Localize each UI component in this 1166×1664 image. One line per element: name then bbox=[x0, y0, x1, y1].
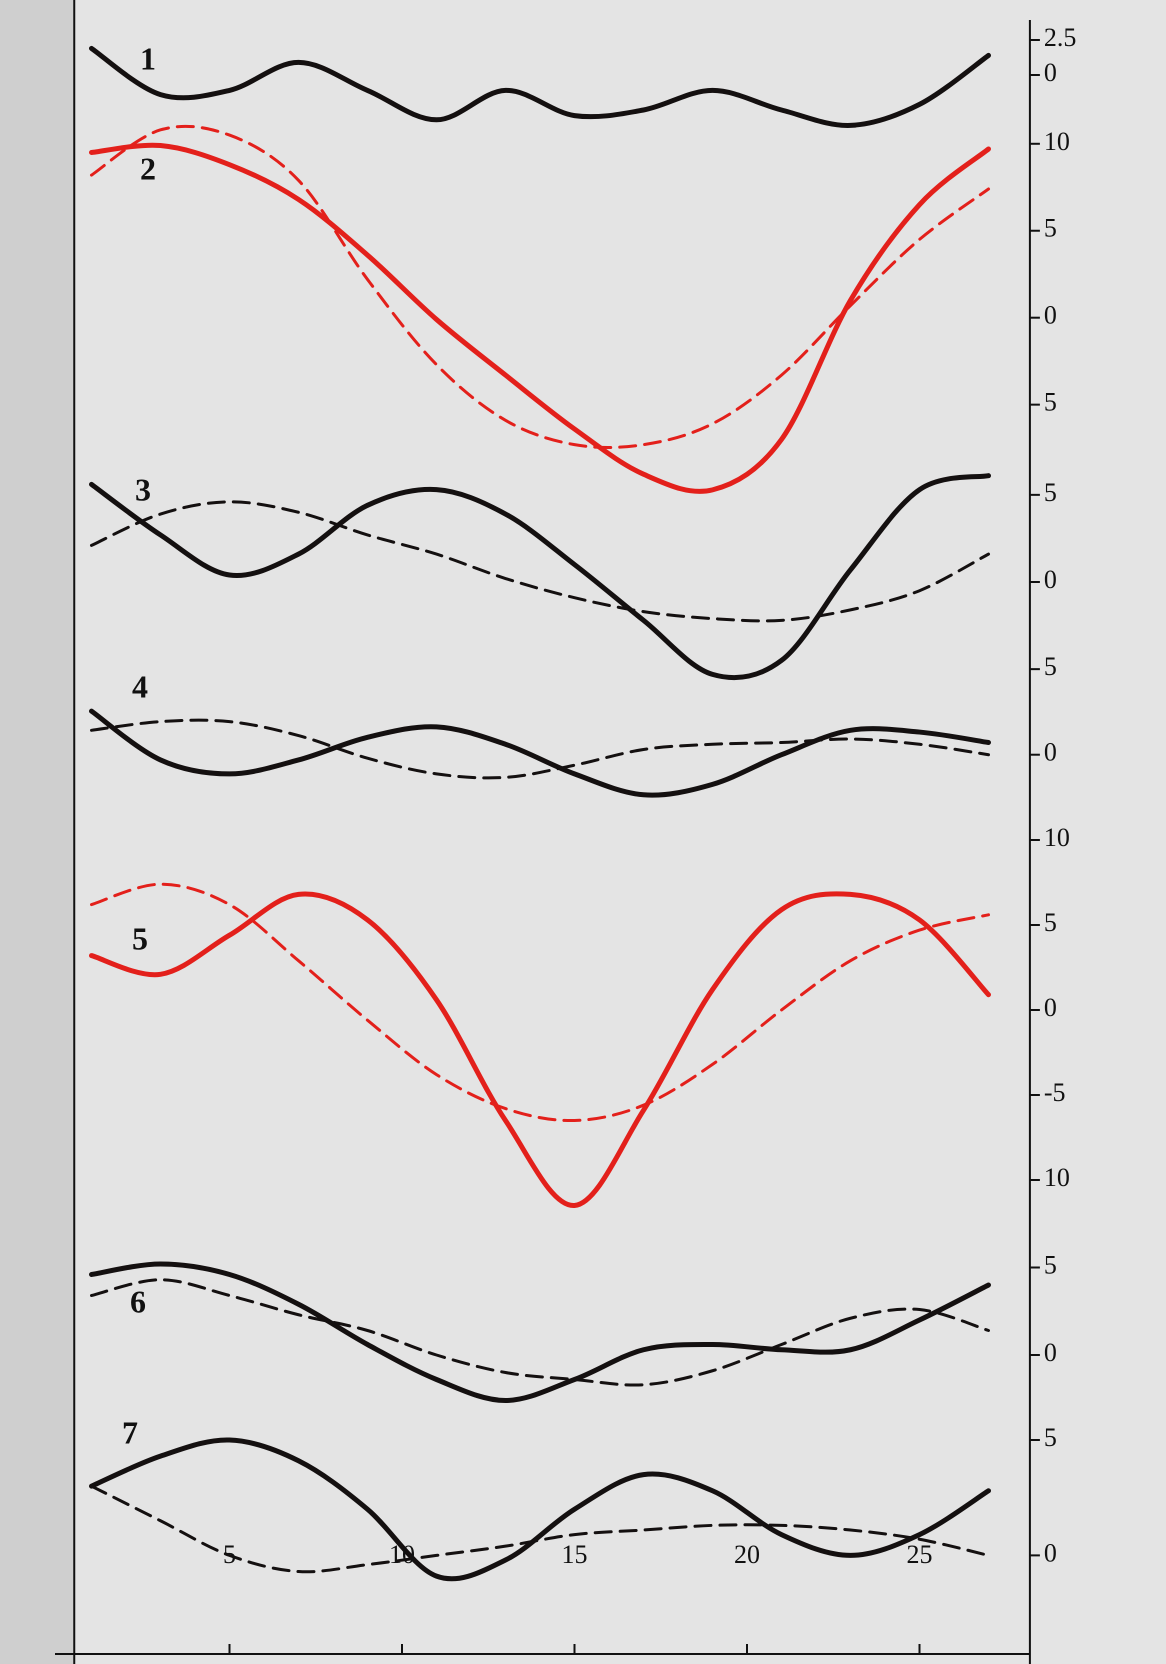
curve bbox=[89, 891, 991, 1208]
panel-label: 3 bbox=[135, 471, 151, 507]
y-tick-label: 0 bbox=[1044, 993, 1057, 1022]
y-tick-label: 5 bbox=[1044, 908, 1057, 937]
curve bbox=[90, 718, 990, 780]
curve bbox=[89, 1261, 991, 1404]
panel-label: 7 bbox=[122, 1414, 138, 1450]
y-tick-label: 5 bbox=[1044, 652, 1057, 681]
y-tick-label: 0 bbox=[1044, 1538, 1057, 1567]
y-tick-label: 5 bbox=[1044, 1423, 1057, 1452]
y-tick-label: 5 bbox=[1044, 1250, 1057, 1279]
curve bbox=[89, 708, 991, 798]
panel-label: 6 bbox=[130, 1283, 146, 1319]
curve bbox=[90, 124, 990, 449]
curve bbox=[90, 1278, 990, 1387]
y-tick-label: 5 bbox=[1044, 388, 1057, 417]
curve bbox=[90, 882, 990, 1123]
curve bbox=[90, 500, 990, 623]
y-tick-label: 0 bbox=[1044, 301, 1057, 330]
y-tick-label: 5 bbox=[1044, 214, 1057, 243]
y-tick-label: 2.5 bbox=[1044, 23, 1077, 52]
y-tick-label: 5 bbox=[1044, 478, 1057, 507]
curve bbox=[89, 1437, 991, 1582]
y-tick-label: 0 bbox=[1044, 58, 1057, 87]
panel-label: 2 bbox=[140, 150, 156, 186]
left-margin bbox=[0, 0, 74, 1664]
curve bbox=[89, 45, 991, 128]
x-tick-label: 15 bbox=[562, 1540, 588, 1569]
y-tick-label: 10 bbox=[1044, 823, 1070, 852]
y-tick-label: 0 bbox=[1044, 738, 1057, 767]
y-tick-label: 10 bbox=[1044, 127, 1070, 156]
y-tick-label: 0 bbox=[1044, 565, 1057, 594]
panel-label: 1 bbox=[140, 40, 156, 76]
y-tick-label: 10 bbox=[1044, 1163, 1070, 1192]
x-tick-label: 5 bbox=[223, 1540, 236, 1569]
panel-label: 4 bbox=[132, 668, 148, 704]
curve bbox=[89, 142, 991, 494]
y-tick-label: 0 bbox=[1044, 1338, 1057, 1367]
y-tick-label: -5 bbox=[1044, 1078, 1066, 1107]
panel-label: 5 bbox=[132, 920, 148, 956]
curve bbox=[89, 473, 991, 681]
curve bbox=[90, 1484, 990, 1574]
x-tick-label: 20 bbox=[734, 1540, 760, 1569]
x-tick-label: 10 bbox=[389, 1540, 415, 1569]
x-tick-label: 25 bbox=[907, 1540, 933, 1569]
